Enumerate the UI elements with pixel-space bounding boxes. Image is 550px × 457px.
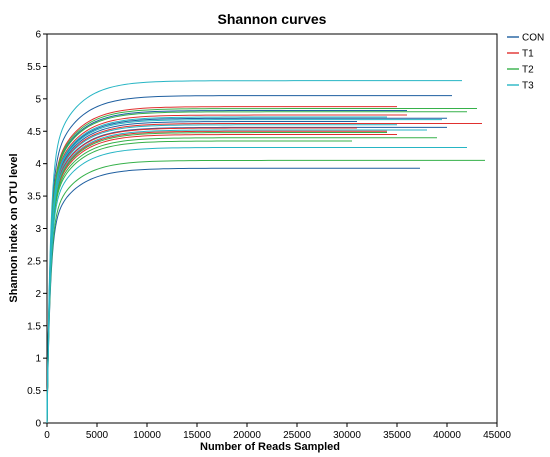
y-tick-label: 5: [35, 94, 41, 105]
legend: CON T1 T2 T3: [507, 33, 544, 92]
legend-label-t1: T1: [522, 49, 534, 60]
series-line-con: [46, 167, 420, 424]
series-group: [46, 80, 485, 424]
series-line-t1: [46, 114, 407, 424]
x-tick-label: 40000: [433, 430, 461, 441]
y-tick-label: 5.5: [27, 62, 41, 73]
plot-frame: [46, 33, 498, 424]
y-axis-label: Shannon index on OTU level: [8, 153, 20, 302]
x-tick-label: 5000: [86, 430, 109, 441]
x-tick-label: 45000: [483, 430, 511, 441]
y-tick-label: 0: [35, 419, 41, 430]
series-line-t1: [46, 106, 397, 424]
y-tick-label: 4.5: [27, 127, 41, 138]
series-line-con: [46, 126, 447, 424]
series-line-t2: [46, 140, 352, 424]
chart-title: Shannon curves: [218, 11, 327, 27]
x-axis-label: Number of Reads Sampled: [200, 441, 340, 453]
y-tick-label: 3.5: [27, 192, 41, 203]
y-tick-label: 6: [35, 30, 41, 41]
legend-label-t3: T3: [522, 81, 534, 92]
y-tick-label: 3: [35, 224, 41, 235]
series-line-t3: [46, 146, 467, 424]
legend-label-t2: T2: [522, 65, 534, 76]
y-tick-label: 4: [35, 159, 41, 170]
y-tick-label: 1: [35, 354, 41, 365]
x-tick-label: 10000: [133, 430, 161, 441]
series-line-t3: [46, 116, 387, 424]
y-tick-label: 0.5: [27, 386, 41, 397]
axes: 0 5000 10000 15000 20000 25000 30000 35000 40000…: [27, 30, 511, 442]
x-tick-label: 30000: [333, 430, 361, 441]
series-line-con: [46, 110, 407, 424]
series-line-t1: [46, 133, 397, 424]
series-line-t3: [46, 80, 462, 424]
y-tick-label: 2.5: [27, 256, 41, 267]
series-line-t2: [46, 159, 485, 424]
series-line-con: [46, 95, 452, 424]
legend-label-con: CON: [522, 33, 544, 44]
series-line-t2: [46, 108, 477, 424]
series-line-t1: [46, 130, 387, 424]
series-line-t1: [46, 127, 357, 424]
series-line-t3: [46, 119, 442, 424]
x-tick-label: 35000: [383, 430, 411, 441]
x-tick-label: 0: [44, 430, 50, 441]
x-tick-label: 15000: [183, 430, 211, 441]
x-tick-label: 25000: [283, 430, 311, 441]
series-line-t2: [46, 137, 437, 424]
y-tick-label: 2: [35, 289, 41, 300]
series-line-con: [46, 117, 447, 424]
series-line-t3: [46, 124, 397, 424]
series-line-t2: [46, 111, 467, 424]
series-line-t3: [46, 129, 427, 424]
y-tick-label: 1.5: [27, 321, 41, 332]
series-line-con: [46, 121, 357, 424]
x-tick-label: 20000: [233, 430, 261, 441]
